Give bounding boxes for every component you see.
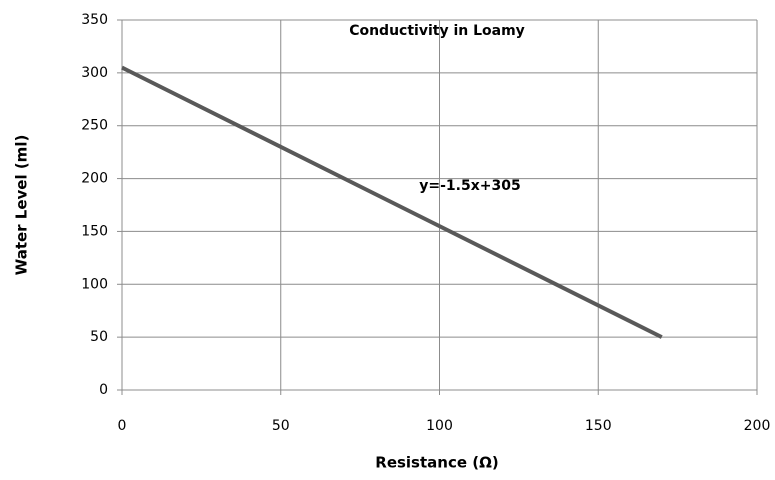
x-tick-label: 150 — [585, 418, 612, 434]
y-tick-label: 350 — [81, 12, 108, 28]
y-tick-label: 100 — [81, 276, 108, 292]
y-axis-label: Water Level (ml) — [13, 135, 31, 276]
data-line — [121, 65, 663, 339]
x-axis-label: Resistance (Ω) — [375, 454, 498, 472]
x-tick-label: 200 — [744, 418, 771, 434]
annotation: y=-1.5x+305 — [419, 178, 520, 194]
y-tick-label: 250 — [81, 118, 108, 134]
y-tick-label: 50 — [90, 329, 108, 345]
chart-title: Conductivity in Loamy — [349, 23, 525, 39]
x-tick-label: 100 — [426, 418, 453, 434]
y-tick-label: 200 — [81, 171, 108, 187]
y-tick-label: 0 — [99, 382, 108, 398]
x-tick-label: 0 — [118, 418, 127, 434]
y-tick-label: 150 — [81, 223, 108, 239]
x-tick-label: 50 — [272, 418, 290, 434]
y-tick-label: 300 — [81, 65, 108, 81]
